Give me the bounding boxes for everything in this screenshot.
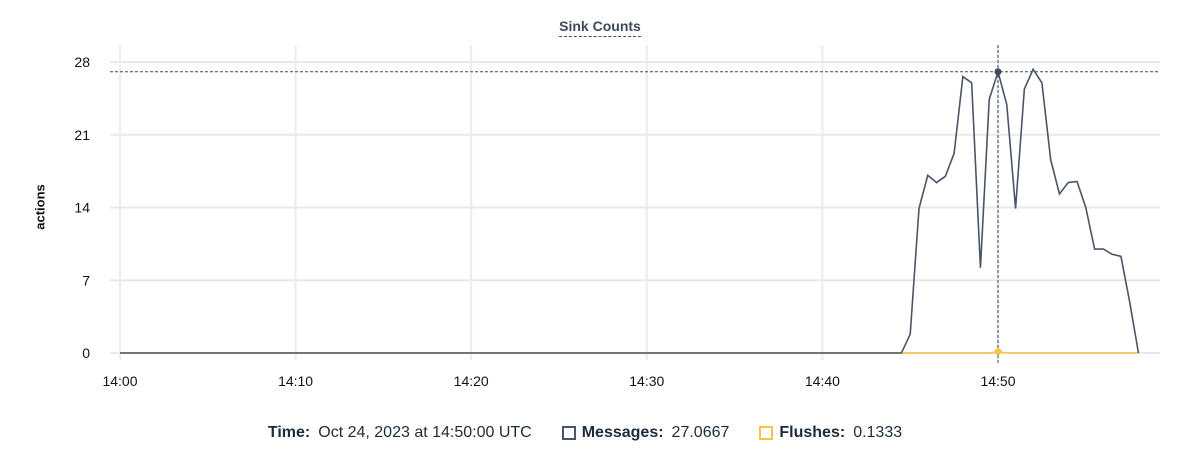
x-tick-label: 14:40 — [805, 373, 840, 389]
y-tick-label: 7 — [82, 272, 90, 288]
flushes-swatch-icon — [759, 426, 774, 440]
y-tick-label: 21 — [74, 127, 90, 143]
messages-hover-point — [994, 68, 1002, 76]
flushes-hover-point — [994, 348, 1002, 356]
messages-swatch-icon — [561, 426, 576, 440]
messages-value: 27.0667 — [671, 424, 730, 441]
time-value: Oct 24, 2023 at 14:50:00 UTC — [318, 424, 532, 441]
legend-flushes[interactable]: Flushes: 0.1333 — [759, 424, 902, 442]
legend-time: Time: Oct 24, 2023 at 14:50:00 UTC — [268, 424, 532, 442]
plot-area[interactable]: 0 7 14 21 28 14:00 14:10 14:20 14:30 14:40 14:50 — [0, 0, 1200, 400]
x-tick-label: 14:10 — [278, 373, 313, 389]
y-tick-label: 0 — [82, 345, 90, 361]
messages-label: Messages: — [581, 424, 664, 441]
hover-legend: Time: Oct 24, 2023 at 14:50:00 UTC Messa… — [0, 424, 1200, 442]
x-tick-label: 14:20 — [454, 373, 489, 389]
time-label: Time: — [267, 424, 311, 441]
y-tick-label: 28 — [74, 54, 90, 70]
flushes-value: 0.1333 — [853, 424, 903, 441]
x-tick-label: 14:30 — [629, 373, 664, 389]
chart-title-text[interactable]: Sink Counts — [559, 18, 641, 37]
x-tick-label: 14:00 — [102, 373, 137, 389]
legend-messages[interactable]: Messages: 27.0667 — [561, 424, 730, 442]
flushes-label: Flushes: — [779, 424, 846, 441]
y-tick-label: 14 — [74, 200, 90, 216]
chart-title[interactable]: Sink Counts — [0, 18, 1200, 37]
x-tick-label: 14:50 — [980, 373, 1015, 389]
messages-line — [120, 67, 1140, 354]
